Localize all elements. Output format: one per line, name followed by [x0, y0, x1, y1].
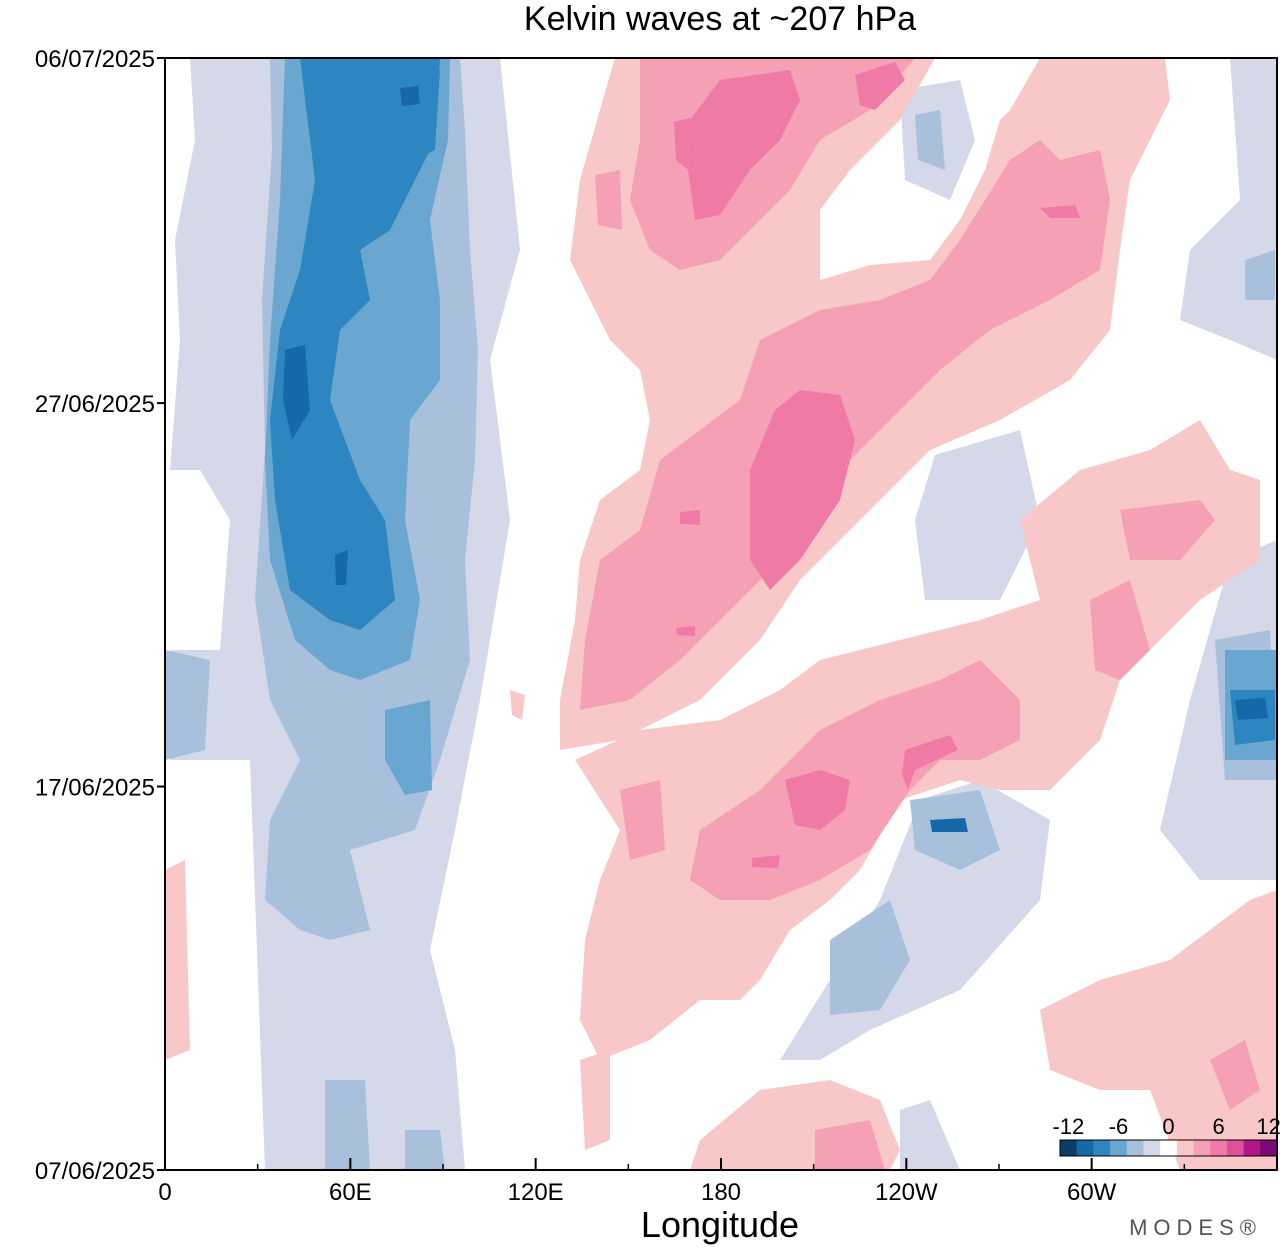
colorbar-swatch	[1143, 1140, 1161, 1156]
x-axis: 0 60E 120E 180 120W 60W	[158, 1158, 1186, 1206]
y-tick-label: 17/06/2025	[35, 775, 155, 802]
contour-neg10-band	[283, 345, 310, 440]
x-tick-label: 0	[158, 1179, 171, 1206]
colorbar-label: 0	[1162, 1114, 1174, 1139]
x-tick-label: 60W	[1067, 1179, 1117, 1206]
colorbar-swatch	[1210, 1140, 1228, 1156]
colorbar-swatch	[1060, 1140, 1078, 1156]
colorbar-swatch	[1110, 1140, 1128, 1156]
chart-title: Kelvin waves at ~207 hPa	[524, 0, 916, 38]
colorbar-swatch	[1226, 1140, 1245, 1156]
colorbar-swatch	[1260, 1140, 1278, 1156]
colorbar-swatch	[1076, 1140, 1094, 1156]
colorbar-swatch	[1176, 1140, 1195, 1156]
colorbar-label: -6	[1109, 1114, 1129, 1139]
y-axis: 07/06/2025 17/06/2025 27/06/2025 06/07/2025	[35, 46, 165, 1185]
colorbar: -12 -6 0 6 12	[1052, 1114, 1280, 1157]
colorbar-swatch	[1193, 1140, 1211, 1156]
contour-neg8-band	[270, 58, 440, 630]
colorbar-swatch	[1243, 1140, 1261, 1156]
x-tick-label: 180	[701, 1179, 741, 1206]
x-tick-label: 120W	[875, 1179, 938, 1206]
colorbar-label: 6	[1212, 1114, 1224, 1139]
y-tick-label: 06/07/2025	[35, 46, 155, 73]
y-tick-label: 27/06/2025	[35, 391, 155, 418]
colorbar-label: 12	[1256, 1114, 1280, 1139]
x-tick-label: 60E	[329, 1179, 372, 1206]
colorbar-swatch	[1160, 1140, 1178, 1156]
contour-pos6-band	[688, 70, 800, 220]
colorbar-label: -12	[1052, 1114, 1084, 1139]
plot-area	[165, 58, 1277, 1170]
colorbar-swatch	[1126, 1140, 1144, 1156]
colorbar-frame	[1059, 1139, 1278, 1157]
y-tick-label: 07/06/2025	[35, 1158, 155, 1185]
modes-watermark: MODES®	[1129, 1215, 1262, 1240]
x-axis-label: Longitude	[641, 1204, 799, 1245]
x-tick-label: 120E	[508, 1179, 564, 1206]
colorbar-swatch	[1093, 1140, 1111, 1156]
